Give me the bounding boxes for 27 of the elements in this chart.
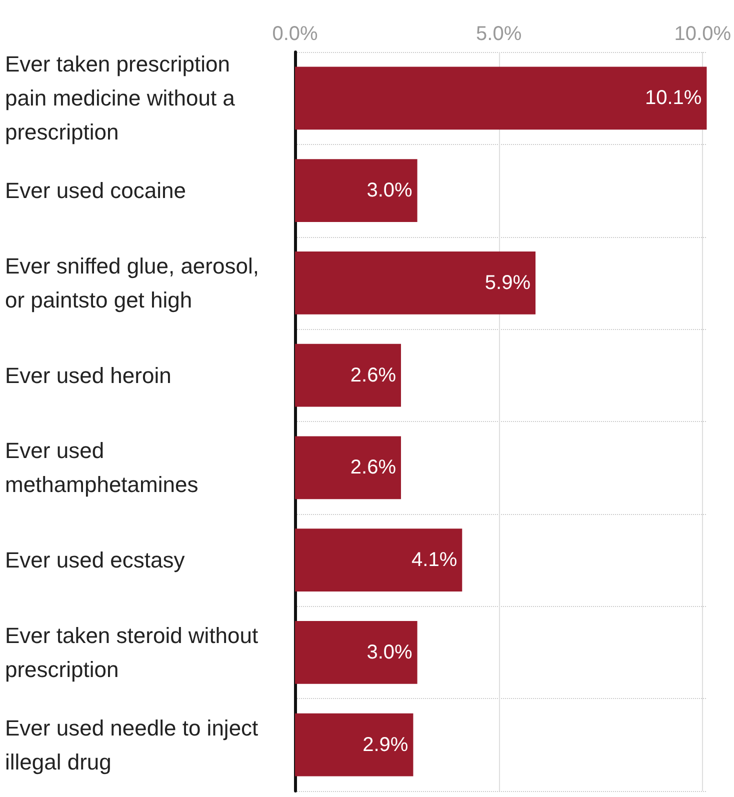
data-label: 3.0%: [366, 641, 413, 664]
y-tick-label: Ever taken prescription pain medicine without a prescription: [5, 52, 242, 145]
x-tick-label: 10.0%: [674, 23, 732, 45]
bar: [295, 252, 536, 314]
x-tick-label: 0.0%: [272, 23, 318, 45]
bar: [295, 713, 414, 776]
data-label: 3.0%: [366, 180, 413, 202]
data-label: 5.9%: [484, 272, 531, 294]
data-label: 4.1%: [412, 549, 458, 572]
y-tick-label: Ever used ecstasy: [5, 548, 185, 573]
bar: [295, 436, 401, 500]
y-tick-label: Ever used cocaine: [5, 178, 186, 204]
y-tick-label: Ever used heroin: [5, 362, 172, 388]
y-tick-label: Ever sniffed glue, aerosol, or paintsto get high: [5, 253, 266, 312]
data-label: 2.6%: [350, 364, 396, 386]
bar: [295, 621, 418, 684]
bar: [295, 159, 418, 222]
y-tick-label: Ever used needle to inject illegal drug: [5, 715, 264, 774]
bar: [295, 66, 707, 130]
data-label: 2.9%: [362, 734, 408, 756]
data-label: 10.1%: [645, 87, 702, 110]
y-tick-label: Ever taken steroid without prescription: [5, 622, 264, 682]
y-tick-label: Ever used methamphetamines: [5, 438, 198, 498]
data-label: 2.6%: [350, 456, 396, 479]
bar: [295, 528, 462, 592]
bar: [295, 344, 401, 407]
x-tick-label: 5.0%: [476, 23, 522, 45]
